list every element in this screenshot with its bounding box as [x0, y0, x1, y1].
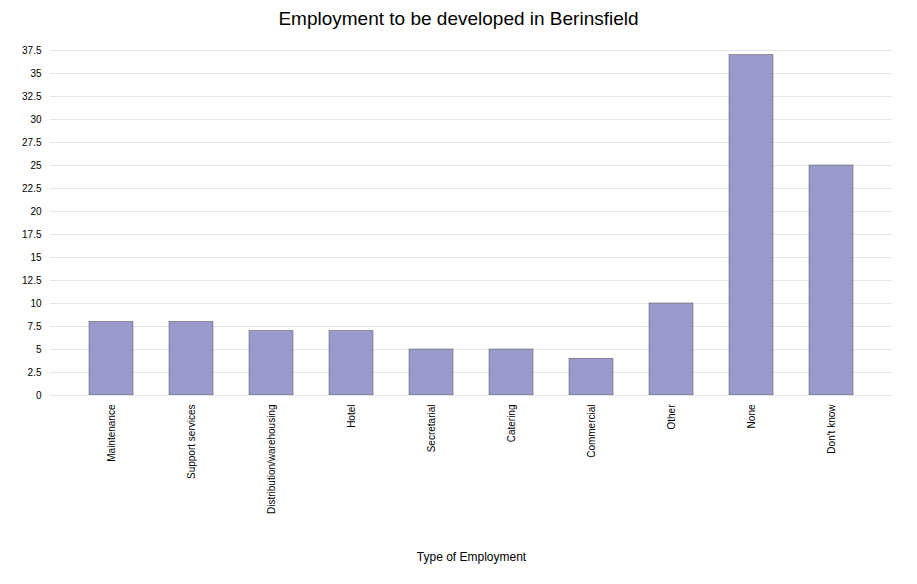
svg-text:30: 30	[30, 114, 42, 125]
svg-text:None: None	[746, 404, 757, 428]
svg-text:20: 20	[30, 206, 42, 217]
svg-text:Catering: Catering	[506, 405, 517, 443]
svg-text:15: 15	[30, 252, 42, 263]
svg-text:Maintenance: Maintenance	[106, 404, 117, 462]
svg-text:10: 10	[30, 298, 42, 309]
svg-text:2.5: 2.5	[28, 367, 42, 378]
svg-text:0: 0	[36, 390, 42, 401]
svg-text:Support services: Support services	[186, 405, 197, 479]
svg-text:7.5: 7.5	[28, 321, 42, 332]
svg-text:Other: Other	[666, 404, 677, 430]
svg-text:32.5: 32.5	[22, 91, 42, 102]
svg-text:Type of Employment: Type of Employment	[417, 550, 527, 564]
svg-text:Distribution/warehousing: Distribution/warehousing	[266, 405, 277, 515]
svg-text:37.5: 37.5	[22, 45, 42, 56]
svg-text:17.5: 17.5	[22, 229, 42, 240]
html-text:Employment to be developed in: Employment to be developed in Berinsfiel…	[278, 8, 639, 29]
svg-text:25: 25	[30, 160, 42, 171]
svg-text:5: 5	[36, 344, 42, 355]
svg-text:Secretarial: Secretarial	[426, 405, 437, 453]
svg-text:Hotel: Hotel	[346, 405, 357, 428]
svg-text:22.5: 22.5	[22, 183, 42, 194]
svg-text:Don't know: Don't know	[826, 404, 837, 454]
svg-text:Commercial: Commercial	[586, 405, 597, 458]
svg-text:12.5: 12.5	[22, 275, 42, 286]
svg-text:27.5: 27.5	[22, 137, 42, 148]
svg-text:35: 35	[30, 68, 42, 79]
